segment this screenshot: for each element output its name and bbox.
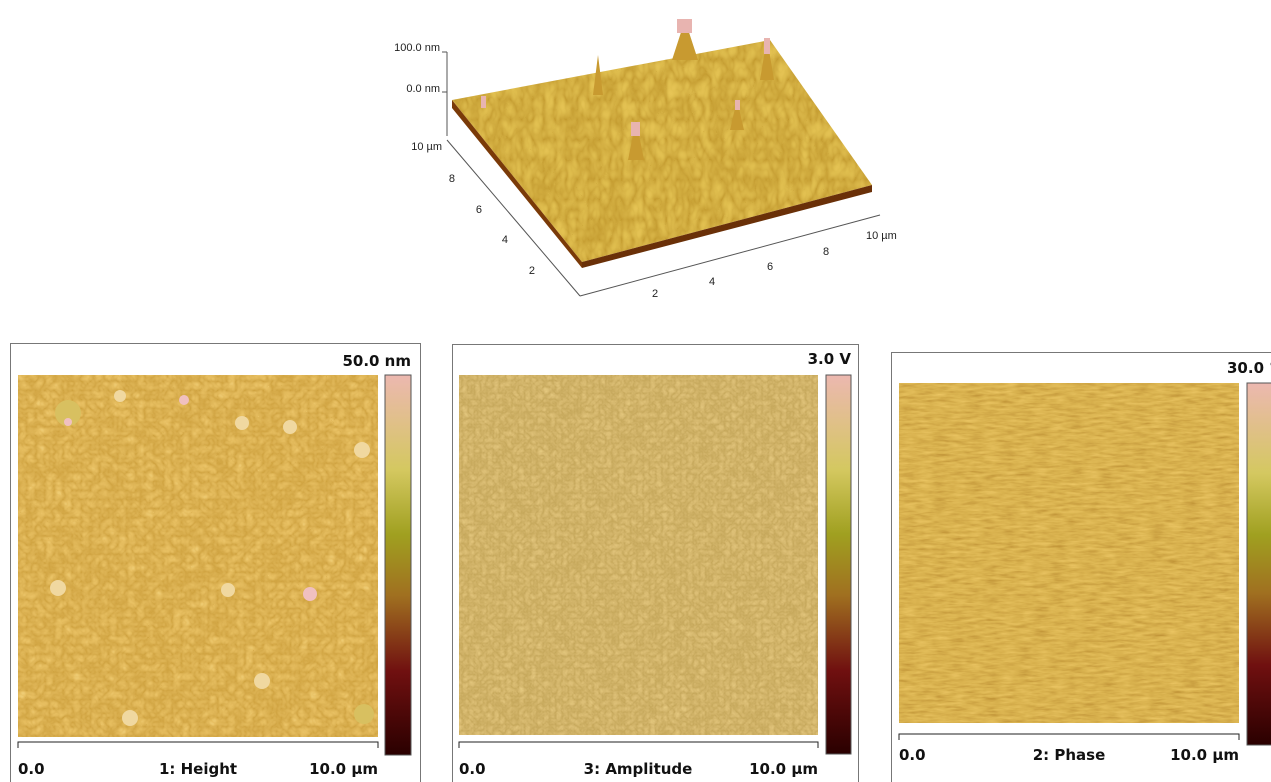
panel-title: 3: Amplitude — [584, 760, 693, 778]
x-label: 10 µm — [866, 230, 897, 242]
z-label: 100.0 nm — [394, 42, 440, 54]
panel-height: 50.0 nm 0.0 1: Height 10.0 µm — [11, 344, 421, 782]
scale-ruler — [18, 742, 378, 748]
scale-ruler — [459, 742, 818, 748]
phase-image — [899, 383, 1239, 723]
x-end: 10.0 µm — [309, 760, 378, 778]
x-end: 10.0 µm — [749, 760, 818, 778]
panel-title: 2: Phase — [1033, 746, 1106, 764]
scale-max: 30.0 ° — [1227, 359, 1271, 377]
colorbar — [826, 375, 851, 754]
colorbar — [385, 375, 411, 755]
colorbar — [1247, 383, 1271, 745]
scale-ruler — [899, 734, 1239, 740]
surface-3d: 100.0 nm 0.0 nm 10 µm 8 6 4 2 2 4 6 8 10… — [394, 19, 897, 300]
amplitude-image — [459, 375, 818, 735]
y-label: 10 µm — [411, 141, 442, 153]
x-start: 0.0 — [18, 760, 45, 778]
x-label: 4 — [709, 276, 715, 288]
x-start: 0.0 — [899, 746, 926, 764]
x-start: 0.0 — [459, 760, 486, 778]
scale-max: 3.0 V — [808, 350, 852, 368]
panel-phase: 30.0 ° 0.0 2: Phase 10.0 µm — [892, 353, 1271, 782]
y-label: 8 — [449, 173, 455, 185]
x-label: 8 — [823, 246, 829, 258]
panel-amplitude: 3.0 V 0.0 3: Amplitude 10.0 µm — [453, 345, 859, 782]
figure: 100.0 nm 0.0 nm 10 µm 8 6 4 2 2 4 6 8 10… — [0, 0, 1271, 782]
y-label: 6 — [476, 204, 482, 216]
y-label: 2 — [529, 265, 535, 277]
x-label: 2 — [652, 288, 658, 300]
scale-max: 50.0 nm — [342, 352, 411, 370]
height-image — [18, 375, 378, 737]
x-end: 10.0 µm — [1170, 746, 1239, 764]
z-label: 0.0 nm — [406, 83, 440, 95]
x-label: 6 — [767, 261, 773, 273]
y-label: 4 — [502, 234, 508, 246]
panel-title: 1: Height — [159, 760, 237, 778]
